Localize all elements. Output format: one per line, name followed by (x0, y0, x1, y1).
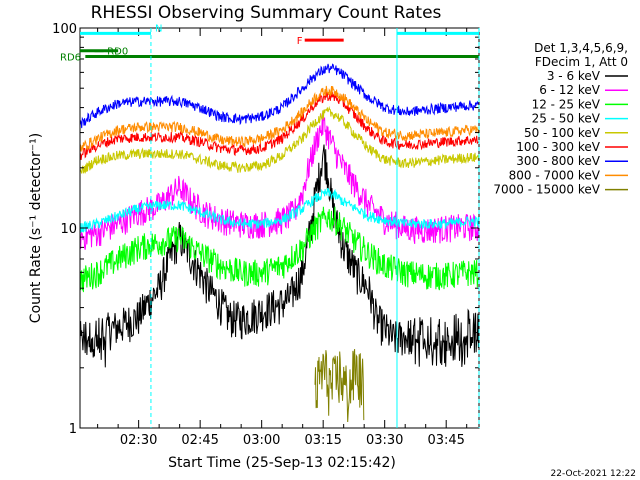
legend: Det 1,3,4,5,6,9, FDecim 1, Att 0 3 - 6 k… (493, 41, 628, 197)
x-tick-label: 03:30 (366, 433, 403, 448)
series-line-3-6-kev (79, 144, 479, 368)
x-tick-label: 03:45 (427, 433, 464, 448)
series-line-100-300-kev (79, 91, 479, 160)
series-line-6-12-kev (79, 113, 479, 250)
legend-entry-label: 3 - 6 keV (547, 69, 601, 83)
series-line-800-7000-kev (79, 85, 479, 152)
flag-label-rd6: RD6 (60, 53, 81, 64)
series-group (79, 63, 479, 423)
footer-date: 22-Oct-2021 12:22 (551, 469, 636, 479)
legend-header-line-2: FDecim 1, Att 0 (535, 55, 628, 69)
flag-label-n: N (155, 23, 162, 34)
legend-entry-label: 25 - 50 keV (532, 112, 601, 126)
legend-entry-label: 12 - 25 keV (532, 97, 601, 111)
y-tick-label: 1 (69, 422, 77, 437)
y-tick-label: 100 (52, 22, 77, 37)
x-tick-label: 02:45 (181, 433, 218, 448)
axes-frame: 02:30 02:45 03:00 03:15 03:30 03:45 1 10 100 (52, 22, 480, 448)
series-line-7000-15000-kev (314, 349, 365, 423)
y-axis-label: Count Rate (s⁻¹ detector⁻¹) (28, 133, 44, 323)
y-tick-label: 10 (60, 222, 77, 237)
legend-entry-label: 7000 - 15000 keV (493, 183, 600, 197)
series-line-50-100-kev (79, 105, 479, 174)
legend-entry-label: 300 - 800 keV (516, 154, 600, 168)
x-tick-label: 02:30 (120, 433, 157, 448)
x-tick-label: 03:15 (304, 433, 341, 448)
series-line-300-800-kev (79, 63, 479, 129)
legend-entry-label: 50 - 100 keV (524, 126, 601, 140)
x-tick-label: 03:00 (243, 433, 280, 448)
flag-label-f: F (297, 36, 303, 47)
flag-label-rd0: — RD0 (94, 47, 128, 58)
legend-entry-label: 800 - 7000 keV (509, 168, 601, 182)
legend-header-line-1: Det 1,3,4,5,6,9, (534, 41, 628, 55)
series-line-12-25-kev (79, 206, 479, 293)
legend-entry-label: 100 - 300 keV (516, 140, 600, 154)
series-line-25-50-kev (79, 188, 479, 233)
chart-title: RHESSI Observing Summary Count Rates (91, 3, 442, 23)
x-axis-label: Start Time (25-Sep-13 02:15:42) (168, 455, 396, 471)
legend-entry-label: 6 - 12 keV (539, 83, 601, 97)
annotations-group: N F — RD0 RD6 (60, 23, 480, 428)
